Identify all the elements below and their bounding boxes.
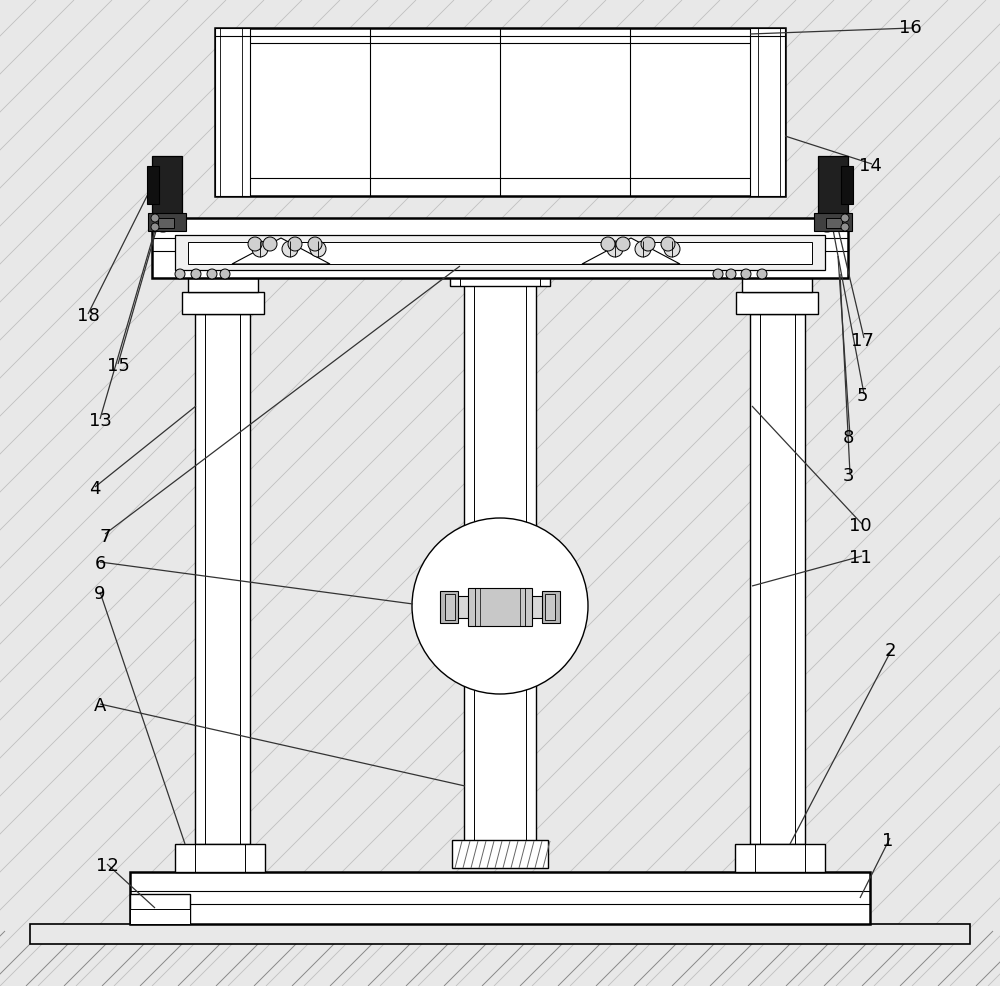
Text: 18: 18 xyxy=(77,307,99,325)
Circle shape xyxy=(841,223,849,231)
Bar xyxy=(130,872,870,924)
Bar xyxy=(545,594,555,620)
Bar xyxy=(30,924,970,944)
Bar xyxy=(147,166,159,204)
Circle shape xyxy=(282,241,298,257)
Text: 8: 8 xyxy=(842,429,854,447)
Bar xyxy=(452,840,548,868)
Bar xyxy=(464,254,536,844)
Circle shape xyxy=(641,237,655,251)
Circle shape xyxy=(713,269,723,279)
Circle shape xyxy=(726,269,736,279)
Circle shape xyxy=(175,269,185,279)
Text: 11: 11 xyxy=(849,549,871,567)
Polygon shape xyxy=(582,238,680,264)
Circle shape xyxy=(601,237,615,251)
Circle shape xyxy=(308,237,322,251)
Bar xyxy=(188,278,258,292)
Text: 2: 2 xyxy=(884,642,896,660)
Text: 3: 3 xyxy=(842,467,854,485)
Bar xyxy=(742,278,812,292)
Bar xyxy=(215,28,785,196)
Bar xyxy=(215,28,250,196)
Circle shape xyxy=(607,241,623,257)
Bar xyxy=(195,314,250,844)
Bar xyxy=(130,894,190,924)
Circle shape xyxy=(288,237,302,251)
Bar xyxy=(152,156,182,216)
Text: 9: 9 xyxy=(94,585,106,603)
Bar xyxy=(542,591,560,623)
Bar xyxy=(750,28,785,196)
Circle shape xyxy=(741,269,751,279)
Circle shape xyxy=(616,237,630,251)
Circle shape xyxy=(818,214,836,232)
Circle shape xyxy=(151,223,159,231)
Bar xyxy=(175,844,265,872)
Bar xyxy=(841,166,853,204)
Bar xyxy=(750,314,805,844)
Circle shape xyxy=(191,269,201,279)
Text: 15: 15 xyxy=(107,357,129,375)
Bar xyxy=(188,242,812,264)
Bar xyxy=(182,292,264,314)
Text: 13: 13 xyxy=(89,412,111,430)
Circle shape xyxy=(661,237,675,251)
Bar xyxy=(455,252,545,266)
Circle shape xyxy=(252,241,268,257)
Bar xyxy=(468,588,532,626)
Bar xyxy=(818,156,848,216)
Bar xyxy=(152,218,848,278)
Text: 10: 10 xyxy=(849,517,871,535)
Text: 4: 4 xyxy=(89,480,101,498)
Bar xyxy=(175,235,825,270)
Circle shape xyxy=(664,241,680,257)
Circle shape xyxy=(757,269,767,279)
Bar xyxy=(445,596,555,618)
Circle shape xyxy=(263,237,277,251)
Bar xyxy=(735,844,825,872)
Bar xyxy=(158,218,174,228)
Bar xyxy=(148,213,186,231)
Bar xyxy=(445,594,455,620)
Circle shape xyxy=(154,214,172,232)
Circle shape xyxy=(412,518,588,694)
Text: 7: 7 xyxy=(99,528,111,546)
Circle shape xyxy=(207,269,217,279)
Circle shape xyxy=(151,214,159,222)
Circle shape xyxy=(220,269,230,279)
Text: 1: 1 xyxy=(882,832,894,850)
Circle shape xyxy=(248,237,262,251)
Bar xyxy=(736,292,818,314)
Text: A: A xyxy=(94,697,106,715)
Bar xyxy=(130,909,190,924)
Polygon shape xyxy=(232,238,330,264)
Circle shape xyxy=(310,241,326,257)
Bar xyxy=(450,266,550,286)
Bar xyxy=(440,591,458,623)
Circle shape xyxy=(841,214,849,222)
Text: 14: 14 xyxy=(859,157,881,175)
Text: 6: 6 xyxy=(94,555,106,573)
Bar xyxy=(445,236,555,252)
Bar xyxy=(826,218,842,228)
Circle shape xyxy=(635,241,651,257)
Text: 17: 17 xyxy=(851,332,873,350)
Bar xyxy=(814,213,852,231)
Text: 5: 5 xyxy=(856,387,868,405)
Text: 16: 16 xyxy=(899,19,921,37)
Bar xyxy=(455,252,545,260)
Text: 12: 12 xyxy=(96,857,118,875)
